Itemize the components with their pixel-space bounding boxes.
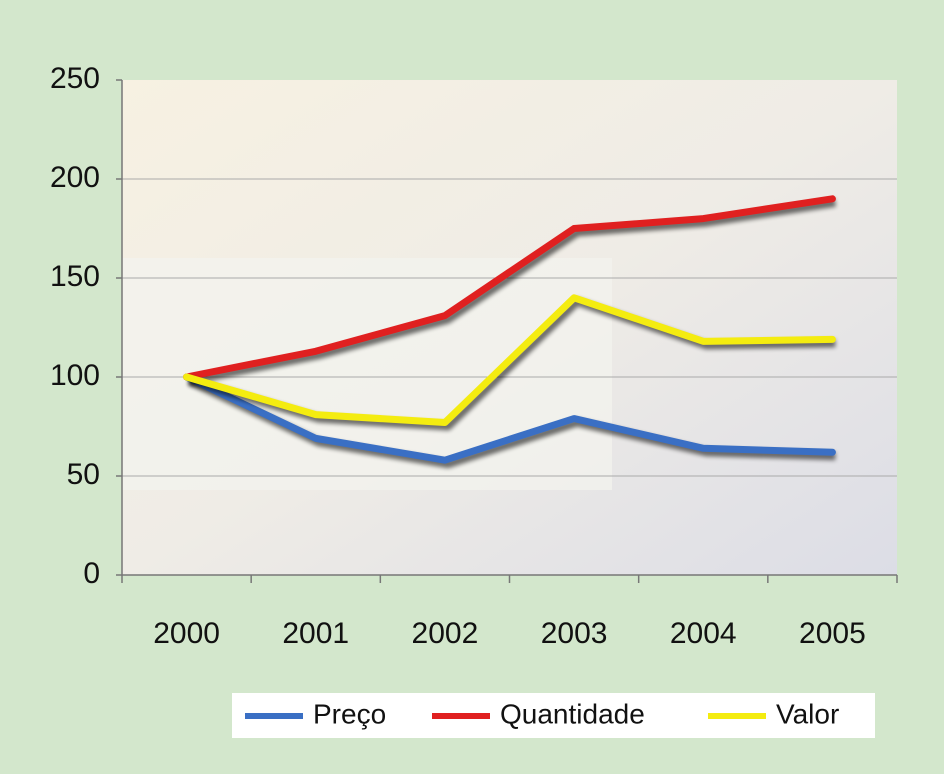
legend-label: Quantidade — [500, 698, 645, 729]
x-tick-label: 2000 — [153, 617, 220, 650]
x-tick-label: 2001 — [282, 617, 349, 650]
y-tick-label: 150 — [50, 260, 100, 293]
legend-box — [232, 693, 875, 738]
legend-label: Valor — [776, 698, 839, 729]
y-tick-label: 200 — [50, 161, 100, 194]
x-tick-label: 2004 — [670, 617, 737, 650]
y-tick-label: 50 — [67, 458, 100, 491]
x-tick-label: 2005 — [799, 617, 866, 650]
series-line — [183, 373, 836, 464]
legend-label: Preço — [313, 698, 386, 729]
series-line — [183, 195, 836, 381]
line-shadow — [188, 198, 837, 385]
x-tick-label: 2003 — [541, 617, 608, 650]
y-tick-label: 0 — [83, 557, 100, 590]
series-line — [183, 294, 836, 427]
y-tick-label: 100 — [50, 359, 100, 392]
x-tick-label: 2002 — [412, 617, 479, 650]
y-tick-label: 250 — [50, 62, 100, 95]
